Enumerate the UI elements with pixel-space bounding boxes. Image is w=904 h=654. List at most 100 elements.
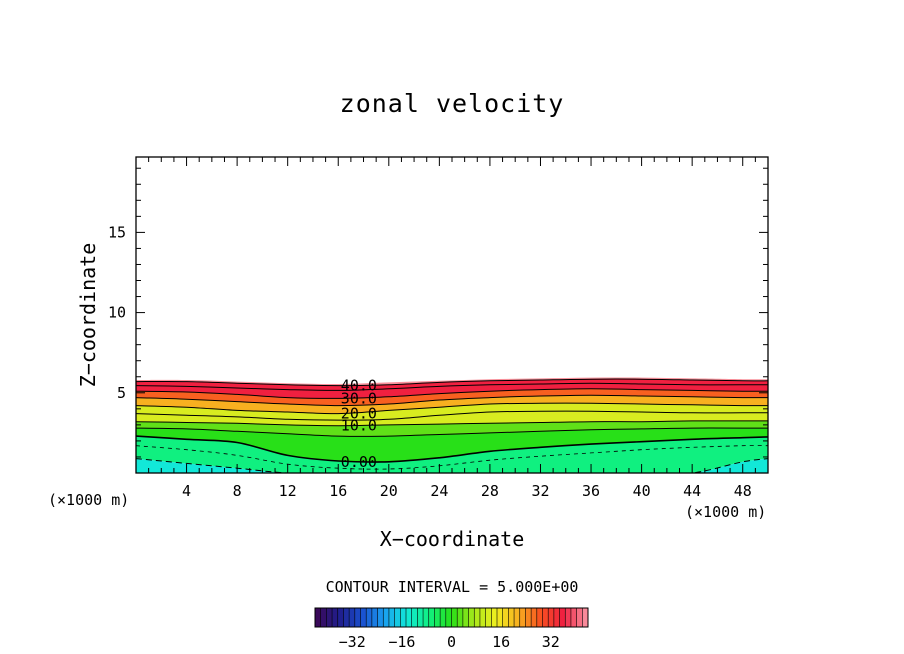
contour-line: [136, 382, 768, 391]
contour-line: [136, 388, 768, 399]
colorbar-swatch: [462, 608, 469, 627]
contour-band: [136, 388, 768, 406]
colorbar-swatch: [565, 608, 572, 627]
contour-band: [136, 395, 768, 414]
contour-line: [136, 458, 768, 473]
colorbar-swatch: [360, 608, 367, 627]
colorbar-tick-label: 32: [542, 633, 560, 651]
contour-line: [136, 410, 768, 421]
colorbar-swatch: [531, 608, 538, 627]
colorbar-swatch: [440, 608, 447, 627]
colorbar-swatch: [576, 608, 583, 627]
x-tick-label: 40: [633, 482, 651, 500]
colorbar-frame: [314, 607, 589, 628]
chart-title: zonal velocity: [340, 89, 565, 118]
colorbar-swatch: [366, 608, 373, 627]
colorbar-swatch: [474, 608, 481, 627]
y-axis-label: Z−coordinate: [76, 243, 100, 388]
colorbar-swatch: [485, 608, 492, 627]
contour-band: [136, 411, 768, 426]
colorbar-tick-label: 0: [447, 633, 456, 651]
x-unit-left: (×1000 m): [48, 491, 129, 509]
contour-fills: [136, 377, 768, 473]
colorbar-swatch: [519, 608, 526, 627]
colorbar-tick-label: −16: [388, 633, 415, 651]
contour-band: [136, 436, 768, 473]
contour-label: 10.0: [341, 417, 377, 435]
contour-lines: [136, 378, 768, 473]
x-axis-ticks: 4 8 12 16 20 24 28 32 36 40 44 48: [148, 157, 756, 500]
colorbar-swatch: [514, 608, 521, 627]
colorbar-swatch: [394, 608, 401, 627]
colorbar-swatch: [508, 608, 515, 627]
colorbar-swatch: [536, 608, 543, 627]
x-tick-label: 12: [279, 482, 297, 500]
colorbar-swatch: [548, 608, 555, 627]
x-tick-label: 32: [531, 482, 549, 500]
x-tick-label: 48: [734, 482, 752, 500]
colorbar-tick-label: 16: [492, 633, 510, 651]
colorbar-swatch: [411, 608, 418, 627]
colorbar-swatch: [349, 608, 356, 627]
colorbar-swatch: [570, 608, 577, 627]
y-tick-label: 5: [117, 384, 126, 402]
colorbar: −32 −16 0 16 32: [314, 607, 589, 651]
colorbar-swatch: [502, 608, 509, 627]
x-tick-label: 24: [430, 482, 448, 500]
colorbar-swatch: [434, 608, 441, 627]
colorbar-swatch: [343, 608, 350, 627]
x-tick-label: 8: [233, 482, 242, 500]
colorbar-swatch: [388, 608, 395, 627]
colorbar-swatch: [423, 608, 430, 627]
contour-label: 30.0: [341, 389, 377, 407]
colorbar-swatch: [479, 608, 486, 627]
colorbar-swatch: [337, 608, 344, 627]
colorbar-swatch: [491, 608, 498, 627]
colorbar-swatch: [315, 608, 321, 627]
x-tick-label: 28: [481, 482, 499, 500]
colorbar-swatch: [451, 608, 458, 627]
colorbar-swatch: [582, 608, 589, 627]
x-tick-label: 4: [182, 482, 191, 500]
colorbar-swatch: [354, 608, 361, 627]
colorbar-swatch: [542, 608, 549, 627]
colorbar-swatch: [332, 608, 339, 627]
y-tick-label: 10: [108, 304, 126, 322]
colorbar-swatch: [400, 608, 407, 627]
colorbar-swatch: [406, 608, 412, 627]
contour-line: [136, 445, 768, 470]
colorbar-swatch: [525, 608, 532, 627]
contour-line: [136, 402, 768, 415]
x-tick-label: 44: [683, 482, 701, 500]
colorbar-swatch: [320, 608, 327, 627]
contour-band: [136, 428, 768, 463]
colorbar-swatch: [497, 608, 503, 627]
contour-line: [136, 420, 768, 427]
colorbar-swatch: [371, 608, 378, 627]
colorbar-swatch: [417, 608, 424, 627]
colorbar-swatch: [468, 608, 475, 627]
x-tick-label: 16: [329, 482, 347, 500]
contour-line: [136, 427, 768, 437]
contour-interval-label: CONTOUR INTERVAL = 5.000E+00: [326, 578, 579, 596]
y-axis-ticks: 5 10 15: [108, 167, 768, 458]
x-axis-label: X−coordinate: [380, 527, 525, 551]
colorbar-swatch: [445, 608, 452, 627]
contour-label: 0.00: [341, 453, 377, 471]
contour-label: 20.0: [341, 405, 377, 423]
contour-band: [136, 379, 768, 391]
y-tick-label: 15: [108, 223, 126, 241]
x-unit-right: (×1000 m): [685, 503, 766, 521]
x-tick-label: 36: [582, 482, 600, 500]
colorbar-swatch: [383, 608, 390, 627]
contour-line: [136, 435, 768, 463]
colorbar-swatch: [457, 608, 464, 627]
contour-band: [136, 383, 768, 399]
colorbar-swatch: [428, 608, 435, 627]
contour-label: 40.0: [341, 377, 377, 395]
contour-labels: 0.00 10.020.030.040.0: [341, 377, 377, 471]
colorbar-swatch: [559, 608, 566, 627]
colorbar-swatch: [553, 608, 560, 627]
x-tick-label: 20: [380, 482, 398, 500]
